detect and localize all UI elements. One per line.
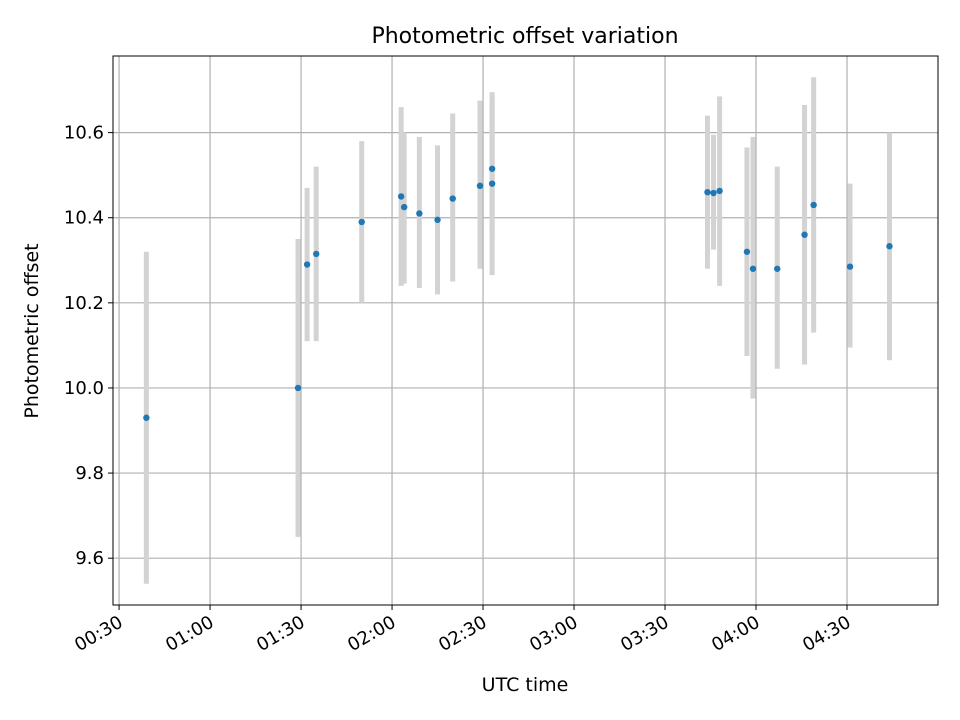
y-tick-label: 10.0 bbox=[64, 378, 104, 399]
data-point bbox=[810, 201, 817, 209]
y-tick-label: 10.4 bbox=[64, 208, 104, 229]
grid bbox=[113, 56, 938, 605]
data-point bbox=[710, 189, 717, 197]
data-point bbox=[294, 384, 302, 392]
data-point bbox=[488, 180, 496, 187]
data-point bbox=[886, 243, 893, 250]
data-point bbox=[704, 188, 711, 196]
data-point bbox=[143, 414, 150, 421]
y-tick-label: 10.6 bbox=[64, 123, 104, 144]
data-point bbox=[400, 203, 408, 211]
y-axis-ticks: 9.6 9.8 10.0 10.2 10.4 10.6 bbox=[64, 123, 113, 569]
chart-title: Photometric offset variation bbox=[371, 24, 678, 49]
data-point bbox=[749, 265, 757, 272]
data-point bbox=[488, 165, 496, 172]
data-point bbox=[434, 216, 441, 224]
plot-frame bbox=[112, 55, 939, 606]
data-point bbox=[358, 218, 365, 226]
data-point bbox=[313, 250, 320, 258]
data-point bbox=[416, 210, 423, 217]
y-axis-label: Photometric offset bbox=[21, 243, 43, 418]
y-tick-label: 9.6 bbox=[75, 548, 104, 569]
data-point bbox=[801, 231, 808, 238]
data-point bbox=[303, 261, 311, 268]
data-points bbox=[143, 165, 893, 421]
y-tick-label: 9.8 bbox=[75, 463, 104, 484]
data-point bbox=[846, 263, 854, 270]
data-point bbox=[716, 187, 723, 195]
x-axis-label: UTC time bbox=[482, 674, 569, 696]
data-point bbox=[397, 193, 405, 200]
data-point bbox=[449, 195, 456, 202]
data-point bbox=[743, 248, 751, 255]
data-point bbox=[774, 265, 781, 272]
y-tick-label: 10.2 bbox=[64, 293, 104, 314]
data-point bbox=[476, 182, 484, 190]
